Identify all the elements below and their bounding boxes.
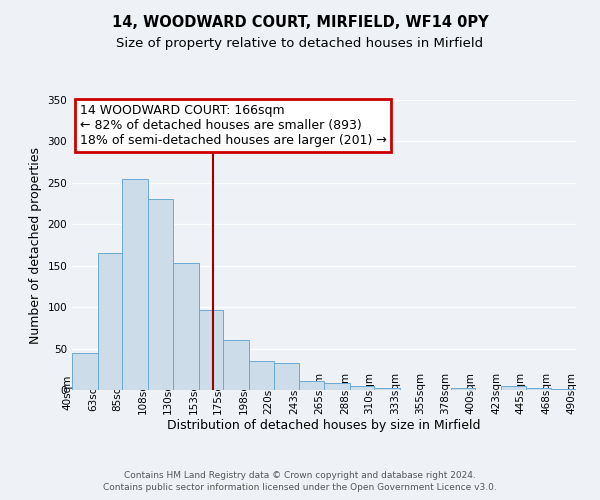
Bar <box>374 388 400 390</box>
X-axis label: Distribution of detached houses by size in Mirfield: Distribution of detached houses by size … <box>167 420 481 432</box>
Bar <box>451 388 475 390</box>
Bar <box>72 352 98 390</box>
Bar <box>274 362 299 390</box>
Text: 14, WOODWARD COURT, MIRFIELD, WF14 0PY: 14, WOODWARD COURT, MIRFIELD, WF14 0PY <box>112 15 488 30</box>
Bar <box>249 361 274 390</box>
Text: Contains HM Land Registry data © Crown copyright and database right 2024.
Contai: Contains HM Land Registry data © Crown c… <box>103 471 497 492</box>
Bar <box>526 388 551 390</box>
Y-axis label: Number of detached properties: Number of detached properties <box>29 146 42 344</box>
Bar <box>299 381 324 390</box>
Bar <box>551 389 576 390</box>
Text: 14 WOODWARD COURT: 166sqm
← 82% of detached houses are smaller (893)
18% of semi: 14 WOODWARD COURT: 166sqm ← 82% of detac… <box>80 104 386 148</box>
Bar <box>98 254 122 390</box>
Bar <box>173 263 199 390</box>
Bar <box>199 310 223 390</box>
Bar <box>350 386 374 390</box>
Bar <box>223 340 249 390</box>
Bar <box>122 178 148 390</box>
Text: Size of property relative to detached houses in Mirfield: Size of property relative to detached ho… <box>116 38 484 51</box>
Bar <box>324 382 350 390</box>
Bar <box>148 200 173 390</box>
Bar <box>501 386 526 390</box>
